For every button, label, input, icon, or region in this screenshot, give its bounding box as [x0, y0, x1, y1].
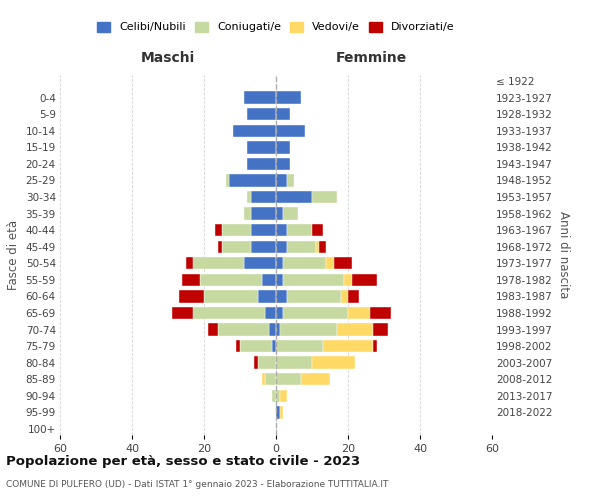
Bar — [344, 274, 352, 286]
Bar — [262, 373, 265, 386]
Bar — [312, 356, 355, 369]
Bar — [265, 307, 276, 319]
Bar — [352, 274, 377, 286]
Bar — [276, 224, 287, 236]
Bar — [218, 324, 269, 336]
Bar — [229, 174, 276, 186]
Bar — [272, 340, 276, 352]
Text: Popolazione per età, sesso e stato civile - 2023: Popolazione per età, sesso e stato civil… — [6, 455, 360, 468]
Bar — [251, 240, 276, 253]
Bar — [247, 141, 276, 154]
Bar — [254, 356, 258, 369]
Bar — [287, 290, 341, 302]
Bar — [269, 324, 276, 336]
Bar — [276, 373, 301, 386]
Bar — [265, 373, 276, 386]
Bar — [312, 224, 323, 236]
Bar — [312, 191, 337, 203]
Bar — [200, 274, 262, 286]
Bar — [280, 324, 337, 336]
Bar — [337, 324, 373, 336]
Bar — [251, 208, 276, 220]
Bar — [222, 224, 251, 236]
Bar — [283, 257, 326, 270]
Bar — [280, 406, 283, 418]
Bar — [204, 290, 258, 302]
Bar — [283, 208, 298, 220]
Bar — [186, 257, 193, 270]
Bar — [262, 274, 276, 286]
Bar — [373, 324, 388, 336]
Bar — [276, 390, 280, 402]
Bar — [276, 208, 283, 220]
Bar — [226, 174, 229, 186]
Bar — [258, 290, 276, 302]
Bar — [276, 307, 283, 319]
Bar — [326, 257, 334, 270]
Bar — [247, 108, 276, 120]
Bar — [287, 240, 316, 253]
Bar — [172, 307, 193, 319]
Bar — [244, 208, 251, 220]
Y-axis label: Anni di nascita: Anni di nascita — [557, 212, 569, 298]
Bar — [236, 340, 240, 352]
Bar — [276, 240, 287, 253]
Bar — [283, 274, 344, 286]
Bar — [244, 92, 276, 104]
Bar — [272, 390, 276, 402]
Bar — [208, 324, 218, 336]
Bar — [319, 240, 326, 253]
Bar — [258, 356, 276, 369]
Bar — [182, 274, 200, 286]
Bar — [240, 340, 272, 352]
Bar — [287, 174, 294, 186]
Bar — [348, 307, 370, 319]
Bar — [370, 307, 391, 319]
Bar — [276, 257, 283, 270]
Bar — [334, 257, 352, 270]
Bar — [276, 92, 301, 104]
Bar — [276, 191, 312, 203]
Bar — [215, 224, 222, 236]
Bar — [222, 240, 251, 253]
Bar — [276, 108, 290, 120]
Bar — [276, 274, 283, 286]
Bar — [233, 124, 276, 137]
Bar — [323, 340, 373, 352]
Text: COMUNE DI PULFERO (UD) - Dati ISTAT 1° gennaio 2023 - Elaborazione TUTTITALIA.IT: COMUNE DI PULFERO (UD) - Dati ISTAT 1° g… — [6, 480, 388, 489]
Bar — [316, 240, 319, 253]
Bar — [193, 257, 244, 270]
Bar — [301, 373, 330, 386]
Bar — [276, 174, 287, 186]
Bar — [251, 224, 276, 236]
Bar — [276, 158, 290, 170]
Legend: Celibi/Nubili, Coniugati/e, Vedovi/e, Divorziati/e: Celibi/Nubili, Coniugati/e, Vedovi/e, Di… — [95, 20, 457, 34]
Bar — [276, 406, 280, 418]
Bar — [276, 290, 287, 302]
Bar — [244, 257, 276, 270]
Bar — [287, 224, 312, 236]
Bar — [193, 307, 265, 319]
Bar — [276, 340, 323, 352]
Bar — [247, 158, 276, 170]
Y-axis label: Fasce di età: Fasce di età — [7, 220, 20, 290]
Bar — [276, 324, 280, 336]
Bar — [373, 340, 377, 352]
Text: Maschi: Maschi — [141, 51, 195, 65]
Bar — [341, 290, 348, 302]
Bar — [247, 191, 251, 203]
Bar — [276, 356, 312, 369]
Bar — [276, 141, 290, 154]
Bar — [276, 124, 305, 137]
Bar — [251, 191, 276, 203]
Bar — [179, 290, 204, 302]
Text: Femmine: Femmine — [335, 51, 407, 65]
Bar — [218, 240, 222, 253]
Bar — [283, 307, 348, 319]
Bar — [348, 290, 359, 302]
Bar — [280, 390, 287, 402]
